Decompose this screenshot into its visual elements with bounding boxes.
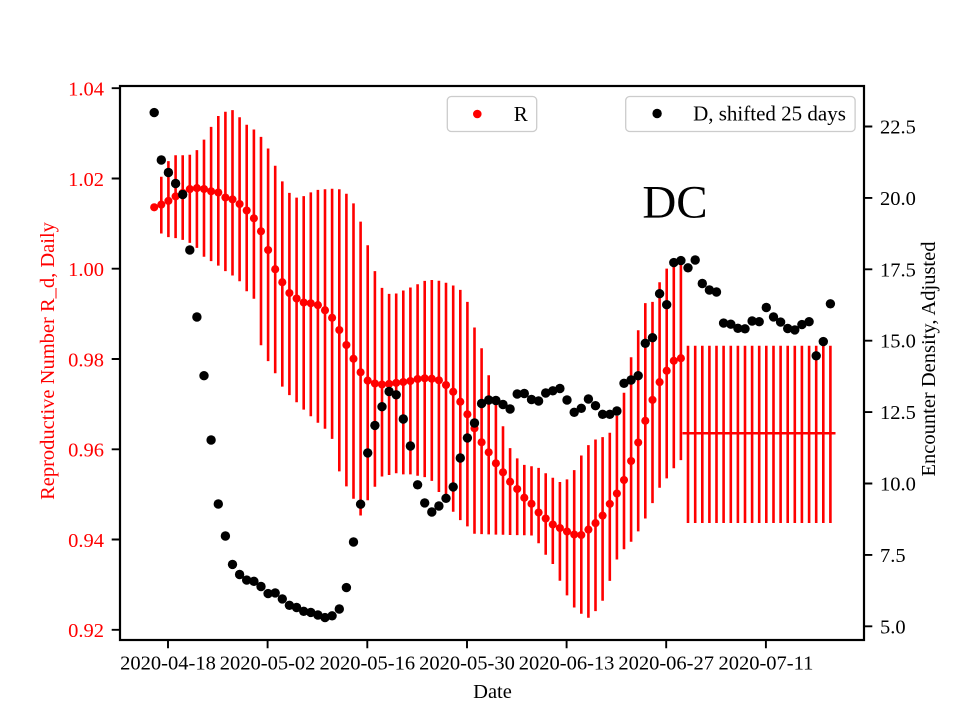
svg-text:15.0: 15.0 bbox=[880, 331, 916, 353]
svg-text:7.5: 7.5 bbox=[880, 545, 906, 567]
svg-text:1.04: 1.04 bbox=[68, 79, 104, 101]
svg-text:5.0: 5.0 bbox=[880, 616, 906, 638]
svg-text:0.98: 0.98 bbox=[68, 349, 104, 371]
svg-text:0.94: 0.94 bbox=[68, 530, 104, 552]
svg-text:0.96: 0.96 bbox=[68, 440, 104, 462]
svg-text:17.5: 17.5 bbox=[880, 259, 916, 281]
svg-text:Encounter Density, Adjusted: Encounter Density, Adjusted bbox=[918, 242, 940, 477]
svg-text:1.02: 1.02 bbox=[68, 169, 104, 191]
svg-text:2020-05-16: 2020-05-16 bbox=[319, 653, 415, 675]
svg-text:22.5: 22.5 bbox=[880, 117, 916, 139]
svg-text:DC: DC bbox=[642, 177, 707, 229]
svg-text:10.0: 10.0 bbox=[880, 474, 916, 496]
svg-text:2020-06-13: 2020-06-13 bbox=[519, 653, 615, 675]
svg-text:0.92: 0.92 bbox=[68, 620, 104, 642]
svg-text:12.5: 12.5 bbox=[880, 402, 916, 424]
svg-text:Date: Date bbox=[473, 681, 512, 703]
svg-text:2020-06-27: 2020-06-27 bbox=[618, 653, 714, 675]
svg-text:1.00: 1.00 bbox=[68, 259, 104, 281]
svg-text:2020-07-11: 2020-07-11 bbox=[718, 653, 813, 675]
svg-text:Reproductive Number R_d, Daily: Reproductive Number R_d, Daily bbox=[37, 221, 59, 500]
svg-text:2020-05-30: 2020-05-30 bbox=[419, 653, 515, 675]
svg-text:20.0: 20.0 bbox=[880, 188, 916, 210]
svg-text:2020-04-18: 2020-04-18 bbox=[120, 653, 216, 675]
svg-text:2020-05-02: 2020-05-02 bbox=[220, 653, 316, 675]
svg-text:R: R bbox=[514, 102, 528, 126]
svg-text:D, shifted 25 days: D, shifted 25 days bbox=[693, 101, 846, 125]
